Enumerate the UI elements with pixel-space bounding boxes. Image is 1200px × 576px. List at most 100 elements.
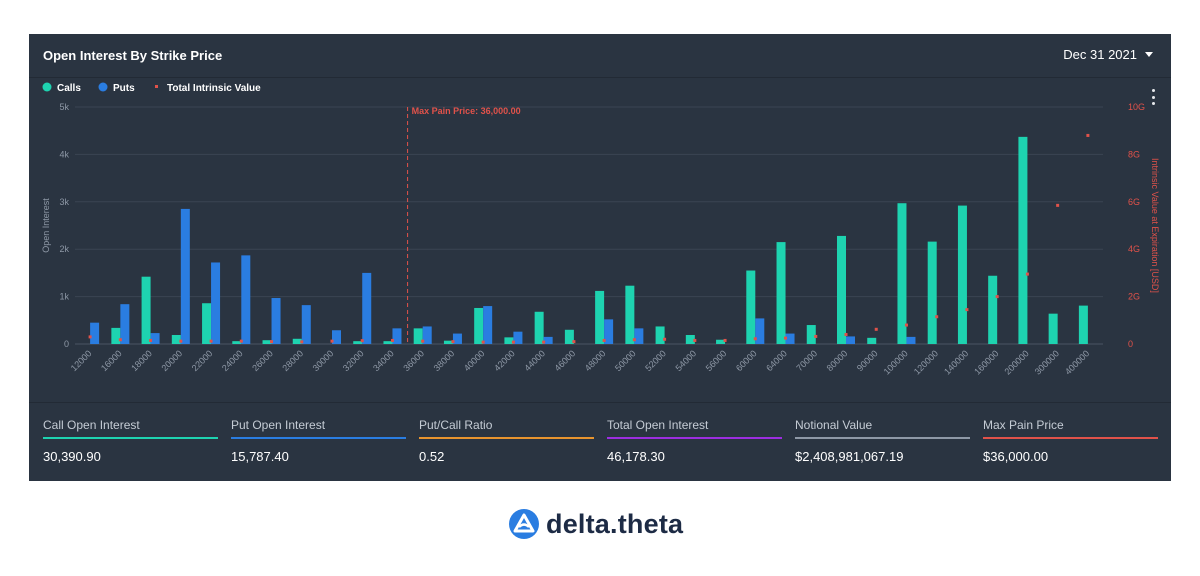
intrinsic-point <box>88 335 92 339</box>
put-bar <box>785 333 795 344</box>
x-tick-label: 16000 <box>99 348 124 373</box>
intrinsic-point <box>542 340 546 344</box>
call-bar <box>988 275 998 344</box>
stat-underline <box>795 437 970 439</box>
stat-label: Total Open Interest <box>607 418 709 432</box>
put-bar <box>513 331 523 344</box>
y2-tick-label: 0 <box>1128 339 1133 349</box>
call-bar <box>655 326 665 344</box>
intrinsic-point <box>1025 272 1029 276</box>
x-tick-label: 90000 <box>855 348 880 373</box>
x-tick-label: 56000 <box>704 348 729 373</box>
legend-marker <box>98 82 108 92</box>
stat-put-open-interest: Put Open Interest 15,787.40 <box>231 418 406 464</box>
call-bar <box>232 341 242 344</box>
y2-tick-label: 4G <box>1128 244 1140 254</box>
put-bar <box>150 333 160 344</box>
call-bar <box>1078 305 1088 344</box>
intrinsic-point <box>784 336 788 340</box>
put-bar <box>846 336 855 344</box>
call-bar <box>111 327 121 344</box>
expiry-date-label: Dec 31 2021 <box>1063 47 1137 62</box>
call-bar <box>806 325 816 344</box>
put-bar <box>755 318 765 344</box>
call-bar <box>171 334 181 344</box>
call-bar <box>353 341 363 344</box>
x-tick-label: 200000 <box>1003 348 1031 376</box>
stat-label: Notional Value <box>795 418 873 432</box>
x-tick-label: 44000 <box>522 348 547 373</box>
call-bar <box>837 235 846 344</box>
call-bar <box>292 338 302 344</box>
x-tick-label: 100000 <box>882 348 910 376</box>
x-tick-label: 26000 <box>250 348 275 373</box>
more-options-icon[interactable] <box>1150 89 1156 105</box>
stat-value: 15,787.40 <box>231 449 289 464</box>
x-tick-label: 42000 <box>492 348 517 373</box>
x-tick-label: 60000 <box>734 348 759 373</box>
expiry-date-dropdown[interactable]: Dec 31 2021 <box>1063 47 1153 62</box>
intrinsic-point <box>300 340 304 344</box>
call-bar <box>867 337 877 344</box>
x-tick-label: 28000 <box>280 348 305 373</box>
stat-underline <box>43 437 218 439</box>
chevron-down-icon <box>1145 52 1153 57</box>
x-tick-label: 46000 <box>553 348 578 373</box>
x-tick-label: 38000 <box>432 348 457 373</box>
intrinsic-point <box>270 340 274 344</box>
y-tick-label: 0 <box>64 339 69 349</box>
y-tick-label: 1k <box>59 292 69 302</box>
put-bar <box>90 322 100 344</box>
call-bar <box>625 285 635 344</box>
legend-marker <box>155 85 158 88</box>
x-tick-label: 40000 <box>462 348 487 373</box>
intrinsic-point <box>904 323 908 327</box>
intrinsic-point <box>935 315 939 319</box>
intrinsic-point <box>330 339 334 343</box>
call-bar <box>927 241 937 344</box>
y-tick-label: 2k <box>59 244 69 254</box>
stat-notional-value: Notional Value $2,408,981,067.19 <box>795 418 970 464</box>
x-tick-label: 32000 <box>341 348 366 373</box>
put-bar <box>180 208 190 344</box>
stat-underline <box>231 437 406 439</box>
y2-tick-label: 10G <box>1128 102 1145 112</box>
intrinsic-point <box>239 339 243 343</box>
chart-title: Open Interest By Strike Price <box>43 48 223 63</box>
put-bar <box>301 305 311 344</box>
put-bar <box>211 262 221 344</box>
put-bar <box>362 272 372 344</box>
call-bar <box>746 270 756 344</box>
intrinsic-point <box>693 338 697 342</box>
y2-axis-title: Intrinsic Value at Expiration [USD] <box>1150 158 1160 293</box>
put-bar <box>604 319 614 344</box>
x-tick-label: 34000 <box>371 348 396 373</box>
intrinsic-point <box>663 337 667 341</box>
x-tick-label: 22000 <box>190 348 215 373</box>
call-bar <box>595 290 605 344</box>
x-tick-label: 36000 <box>401 348 426 373</box>
delta-theta-logo-icon <box>509 509 539 539</box>
intrinsic-point <box>874 327 878 331</box>
y-tick-label: 5k <box>59 102 69 112</box>
call-bar <box>685 334 695 344</box>
x-tick-label: 160000 <box>972 348 1000 376</box>
stat-put-call-ratio: Put/Call Ratio 0.52 <box>419 418 594 464</box>
put-bar <box>392 328 402 344</box>
intrinsic-point <box>1086 133 1090 137</box>
intrinsic-point <box>481 340 485 344</box>
intrinsic-point <box>995 295 999 299</box>
x-tick-label: 80000 <box>825 348 850 373</box>
intrinsic-point <box>602 338 606 342</box>
card-header: Open Interest By Strike Price Dec 31 202… <box>29 34 1171 78</box>
call-bar <box>1048 313 1058 344</box>
intrinsic-point <box>632 338 636 342</box>
open-interest-chart: Calls Puts Total Intrinsic Value 0 1k 2k 3k 4k 5… <box>41 82 1160 377</box>
x-tick-label: 20000 <box>159 348 184 373</box>
intrinsic-point <box>1056 203 1060 207</box>
stat-underline <box>607 437 782 439</box>
call-bar <box>141 276 151 344</box>
x-tick-label: 64000 <box>764 348 789 373</box>
x-tick-label: 140000 <box>942 348 970 376</box>
intrinsic-point <box>965 308 969 312</box>
